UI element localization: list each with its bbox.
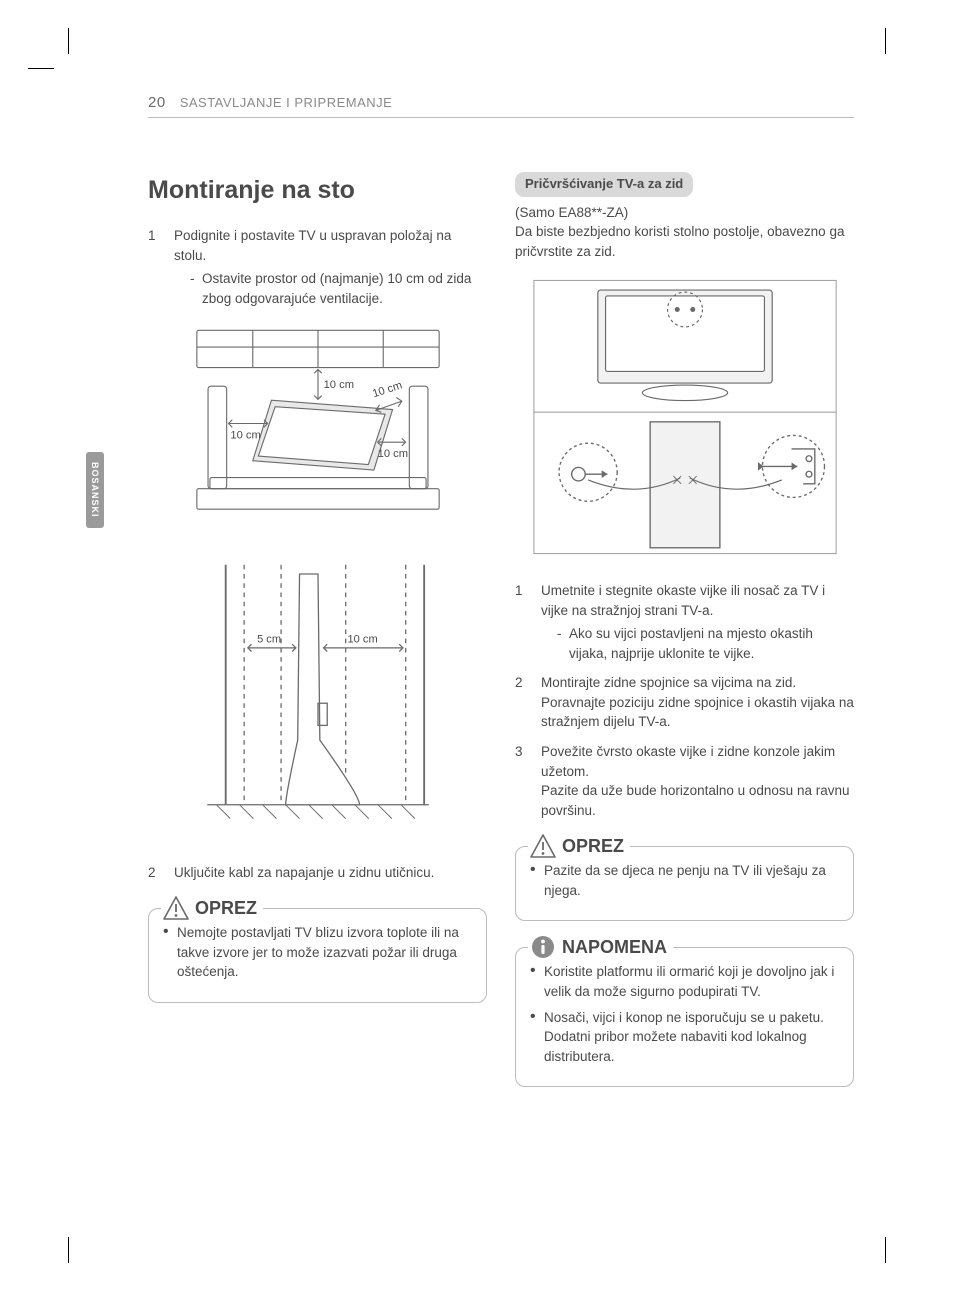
crop-mark bbox=[885, 28, 886, 54]
page-number: 20 bbox=[148, 94, 166, 111]
clearance-label: 10 cm bbox=[371, 379, 404, 400]
step-text: Umetnite i stegnite okaste vijke ili nos… bbox=[541, 583, 825, 618]
header-rule bbox=[148, 117, 854, 118]
step-item: Povežite čvrsto okaste vijke i zidne kon… bbox=[515, 742, 854, 820]
step-item: Umetnite i stegnite okaste vijke ili nos… bbox=[515, 581, 854, 663]
step-text: Povežite čvrsto okaste vijke i zidne kon… bbox=[541, 744, 835, 779]
language-tab: BOSANSKI bbox=[86, 452, 104, 528]
page-content: 20 SASTAVLJANJE I PRIPREMANJE Montiranje… bbox=[148, 94, 854, 1197]
clearance-label: 10 cm bbox=[230, 429, 260, 441]
clearance-label: 5 cm bbox=[257, 633, 281, 645]
note-box: NAPOMENA Koristite platformu ili ormarić… bbox=[515, 947, 854, 1087]
step-text: Podignite i postavite TV u uspravan polo… bbox=[174, 228, 451, 263]
step-text-cont: Pazite da uže bude horizontalno u odnosu… bbox=[541, 783, 849, 818]
caution-item: Pazite da se djeca ne penju na TV ili vj… bbox=[530, 861, 839, 900]
note-item: Nosači, vijci i konop ne isporučuju se u… bbox=[530, 1008, 839, 1067]
note-item: Koristite platformu ili ormarić koji je … bbox=[530, 962, 839, 1001]
left-column: Montiranje na sto Podignite i postavite … bbox=[148, 172, 487, 1087]
warning-icon bbox=[163, 895, 189, 921]
model-note: (Samo EA88**-ZA) bbox=[515, 203, 854, 223]
figure-tv-clearance: 10 cm 10 cm 10 cm 10 cm bbox=[148, 321, 487, 532]
step-subtext: Ostavite prostor od (najmanje) 10 cm od … bbox=[190, 269, 487, 308]
page-header: 20 SASTAVLJANJE I PRIPREMANJE bbox=[148, 94, 854, 111]
warning-icon bbox=[530, 833, 556, 859]
step-item: Uključite kabl za napajanje u zidnu utič… bbox=[148, 863, 487, 883]
section-header: SASTAVLJANJE I PRIPREMANJE bbox=[180, 95, 393, 110]
caution-item: Nemojte postavljati TV blizu izvora topl… bbox=[163, 923, 472, 982]
caution-box: OPREZ Nemojte postavljati TV blizu izvor… bbox=[148, 908, 487, 1003]
intro-text: Da biste bezbjedno koristi stolno postol… bbox=[515, 222, 854, 261]
page-title: Montiranje na sto bbox=[148, 172, 487, 208]
caution-box: OPREZ Pazite da se djeca ne penju na TV … bbox=[515, 846, 854, 921]
right-column: Pričvršćivanje TV-a za zid (Samo EA88**-… bbox=[515, 172, 854, 1087]
crop-mark bbox=[68, 1237, 69, 1263]
caution-title: OPREZ bbox=[562, 833, 624, 859]
clearance-label: 10 cm bbox=[323, 379, 353, 391]
step-subtext: Ako su vijci postavljeni na mjesto okast… bbox=[557, 624, 854, 663]
figure-side-clearance: 5 cm 10 cm bbox=[148, 549, 487, 845]
clearance-label: 10 cm bbox=[377, 448, 407, 460]
step-item: Montirajte zidne spojnice sa vijcima na … bbox=[515, 673, 854, 732]
crop-mark bbox=[68, 28, 69, 54]
caution-title: OPREZ bbox=[195, 895, 257, 921]
step-item: Podignite i postavite TV u uspravan polo… bbox=[148, 226, 487, 308]
info-icon bbox=[530, 934, 556, 960]
crop-mark bbox=[885, 1237, 886, 1263]
subsection-pill: Pričvršćivanje TV-a za zid bbox=[515, 172, 693, 197]
figure-wall-mount bbox=[515, 276, 854, 564]
clearance-label: 10 cm bbox=[347, 633, 377, 645]
crop-mark bbox=[28, 68, 54, 69]
note-title: NAPOMENA bbox=[562, 934, 667, 960]
